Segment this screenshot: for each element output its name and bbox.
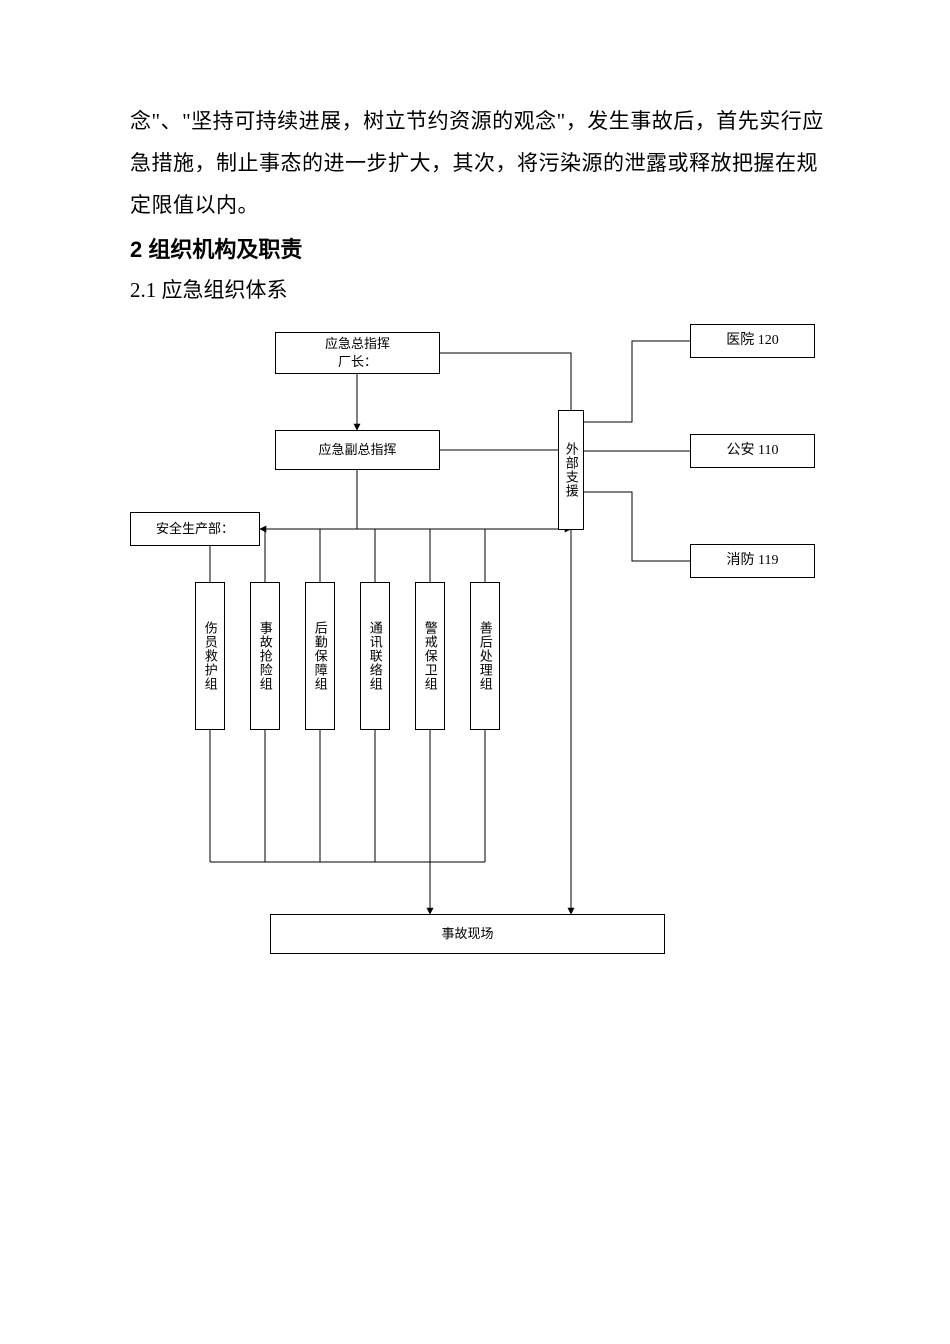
section-heading: 2 组织机构及职责 xyxy=(130,232,830,264)
node-fire: 消防 119 xyxy=(690,544,815,578)
node-group-accident: 事故抢险组 xyxy=(250,582,280,730)
node-group-comm: 通讯联络组 xyxy=(360,582,390,730)
node-group-guard: 警戒保卫组 xyxy=(415,582,445,730)
node-deputy: 应急副总指挥 xyxy=(275,430,440,470)
node-commander: 应急总指挥 厂长： xyxy=(275,332,440,374)
node-safety-dept: 安全生产部： xyxy=(130,512,260,546)
node-external-support: 外部支援 xyxy=(558,410,584,530)
node-group-aftermath: 善后处理组 xyxy=(470,582,500,730)
node-group-logistics: 后勤保障组 xyxy=(305,582,335,730)
node-group-rescue: 伤员救护组 xyxy=(195,582,225,730)
subsection-heading: 2.1 应急组织体系 xyxy=(130,274,830,304)
body-paragraph: 念"、"坚持可持续进展，树立节约资源的观念"，发生事故后，首先实行应急措施，制止… xyxy=(130,100,830,226)
org-chart-diagram: 应急总指挥 厂长： 应急副总指挥 安全生产部： 外部支援 医院 120 公安 1… xyxy=(130,322,830,982)
node-accident-scene: 事故现场 xyxy=(270,914,665,954)
node-police: 公安 110 xyxy=(690,434,815,468)
node-hospital: 医院 120 xyxy=(690,324,815,358)
